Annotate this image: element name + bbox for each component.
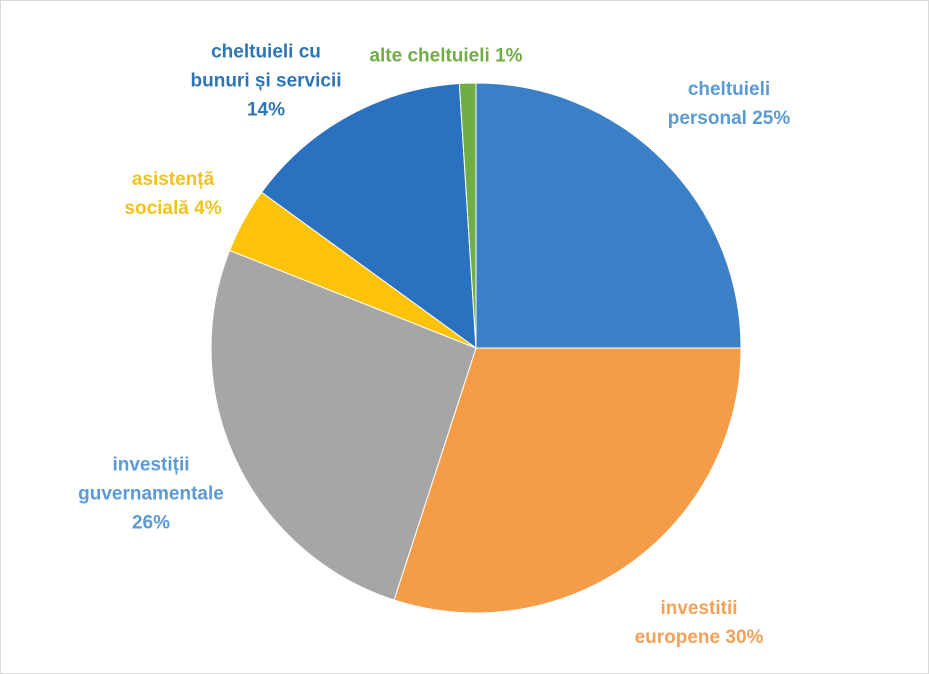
value-label: 4% [194, 198, 222, 219]
category-name: cheltuieli personal [667, 79, 771, 129]
category-name: investiții guvernamentale [78, 454, 224, 505]
category-name: asistență socială [124, 169, 215, 219]
value-label: 30% [725, 627, 764, 648]
pie-slice [260, 82, 477, 350]
slice-label: asistență socială 4% [118, 165, 228, 223]
slice-label: cheltuieli cu bunuri și servicii 14% [186, 38, 346, 125]
value-label: 26% [131, 512, 171, 534]
pie-slice [210, 249, 477, 601]
value-label: 14% [246, 99, 286, 121]
pie-slice [475, 82, 742, 349]
value-label: 1% [495, 45, 523, 67]
pie-slice [393, 347, 742, 614]
slice-label: alte cheltuieli 1% [346, 42, 546, 71]
slice-label: cheltuieli personal 25% [654, 75, 804, 133]
pie-slice [458, 82, 477, 349]
category-name: alte cheltuieli [369, 45, 490, 67]
category-name: cheltuieli cu bunuri și servicii [190, 41, 342, 92]
slice-label: investitii europene 30% [624, 594, 774, 652]
value-label: 25% [752, 108, 791, 129]
category-name: investitii europene [634, 598, 738, 648]
slice-label: investiții guvernamentale 26% [76, 451, 226, 538]
